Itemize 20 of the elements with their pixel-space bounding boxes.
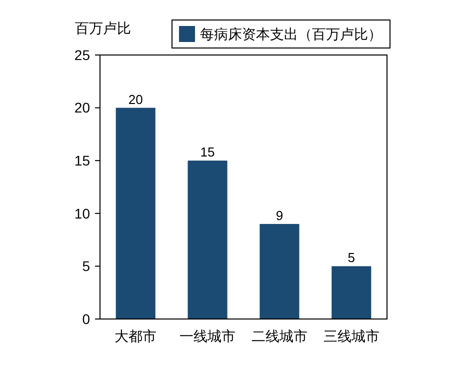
- x-tick-label: 一线城市: [180, 328, 236, 344]
- legend-label: 每病床资本支出（百万卢比）: [200, 26, 382, 42]
- data-label: 15: [200, 144, 215, 160]
- x-tick-label: 三线城市: [323, 328, 380, 344]
- y-tick-label: 15: [74, 152, 90, 168]
- bar: [188, 160, 228, 319]
- y-tick-label: 25: [74, 46, 90, 63]
- bar: [260, 224, 300, 319]
- data-label: 9: [276, 208, 284, 223]
- data-label: 20: [128, 92, 143, 107]
- bar: [116, 108, 156, 319]
- y-tick-label: 10: [74, 205, 90, 222]
- x-tick-label: 大都市: [114, 328, 157, 344]
- y-tick-label: 20: [74, 100, 90, 116]
- x-tick-label: 二线城市: [251, 328, 308, 344]
- y-tick-label: 5: [82, 258, 90, 274]
- y-tick-label: 0: [82, 310, 90, 327]
- y-axis-title: 百万卢比: [75, 20, 131, 36]
- bar: [332, 266, 372, 319]
- data-label: 5: [348, 250, 356, 266]
